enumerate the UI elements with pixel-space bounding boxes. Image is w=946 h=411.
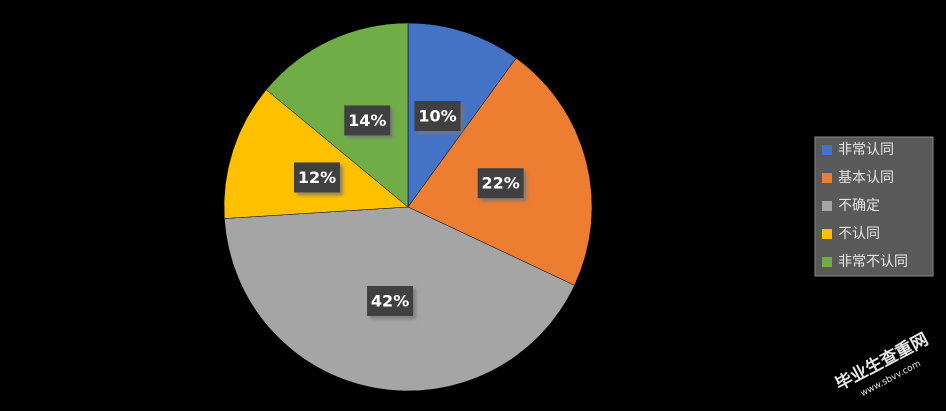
pie: [223, 22, 593, 392]
data-label: 22%: [482, 174, 520, 193]
data-label-box: [344, 105, 391, 136]
legend-label: 非常不认同: [838, 254, 908, 270]
legend-swatch: [822, 257, 832, 267]
legend-label: 不认同: [838, 226, 880, 242]
legend-swatch: [822, 173, 832, 183]
data-label-box: [294, 162, 341, 193]
legend-swatch: [822, 201, 832, 211]
data-label: 42%: [371, 291, 409, 310]
data-label-box: [367, 285, 414, 316]
data-labels: 10% 22% 42% 12% 14%: [294, 101, 524, 316]
legend: [814, 136, 934, 277]
legend-label: 非常认同: [838, 142, 894, 158]
data-label-box: [414, 101, 461, 132]
data-label: 12%: [298, 168, 336, 187]
pie-slice: [407, 22, 517, 208]
pie-slice: [223, 89, 409, 219]
data-label-box: [477, 168, 524, 199]
legend-label: 基本认同: [838, 169, 894, 186]
pie-slice: [265, 22, 409, 208]
legend-swatch: [822, 145, 832, 155]
data-label: 14%: [348, 111, 386, 130]
data-label: 10%: [418, 107, 456, 126]
legend-label: 不确定: [838, 198, 880, 214]
legend-swatch: [822, 229, 832, 239]
